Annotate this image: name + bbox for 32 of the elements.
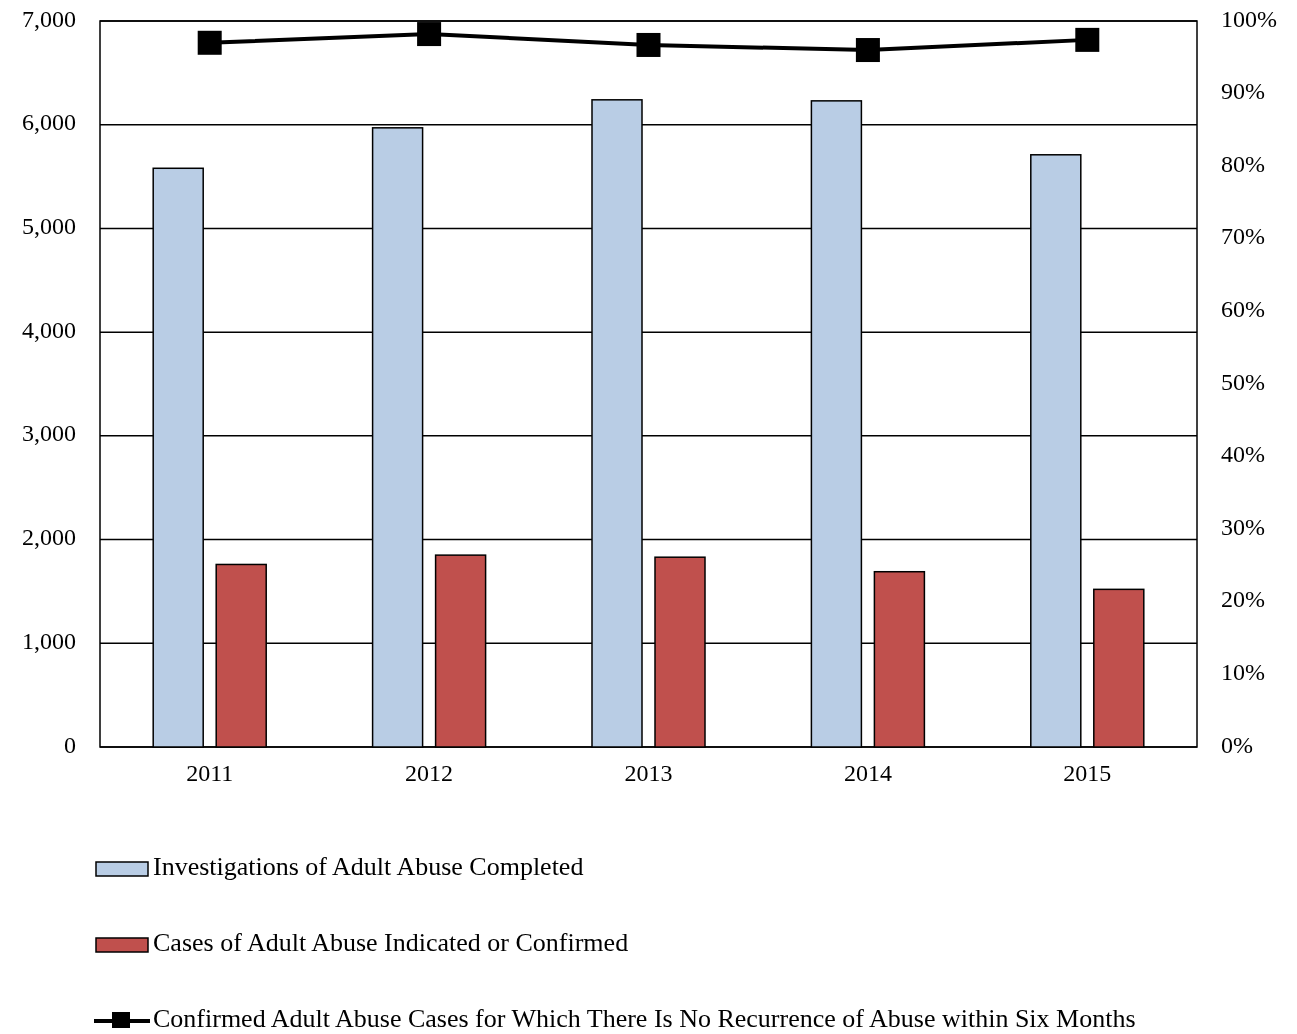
legend-label: Investigations of Adult Abuse Completed (153, 851, 584, 881)
point (417, 22, 442, 47)
y2-tick-label: 40% (1221, 441, 1265, 468)
x-tick-label: 2011 (186, 760, 234, 786)
y2-tick-label: 90% (1221, 78, 1265, 105)
point (1075, 27, 1100, 52)
y2-tick-label: 60% (1221, 295, 1265, 322)
y2-tick-label: 20% (1221, 586, 1265, 613)
y-tick-label: 3,000 (22, 420, 76, 447)
y2-tick-label: 70% (1221, 223, 1265, 250)
y2-tick-label: 50% (1221, 368, 1265, 395)
y2-tick-label: 100% (1221, 5, 1277, 32)
y-tick-label: 4,000 (22, 316, 76, 343)
x-tick-label: 2013 (624, 760, 673, 786)
y-tick-label: 5,000 (22, 212, 76, 239)
y2-tick-label: 0% (1221, 731, 1253, 758)
y2-tick-label: 80% (1221, 150, 1265, 177)
legend-label: Cases of Adult Abuse Indicated or Confirmed (153, 927, 629, 957)
legend-label: Confirmed Adult Abuse Cases for Which There Is No Recurrence of Abuse within Six Months (153, 1003, 1136, 1033)
point (197, 30, 222, 55)
point (855, 38, 880, 63)
y2-tick-label: 10% (1221, 658, 1265, 685)
x-tick-label: 2014 (843, 760, 892, 786)
x-tick-label: 2015 (1063, 760, 1112, 786)
y-tick-label: 2,000 (22, 524, 76, 551)
y2-tick-label: 30% (1221, 513, 1265, 540)
point (636, 32, 661, 57)
y-tick-label: 6,000 (22, 109, 76, 136)
y-tick-label: 7,000 (22, 5, 76, 32)
y-tick-label: 1,000 (22, 627, 76, 654)
y-tick-label: 0 (64, 731, 76, 758)
x-tick-label: 2012 (405, 760, 454, 786)
